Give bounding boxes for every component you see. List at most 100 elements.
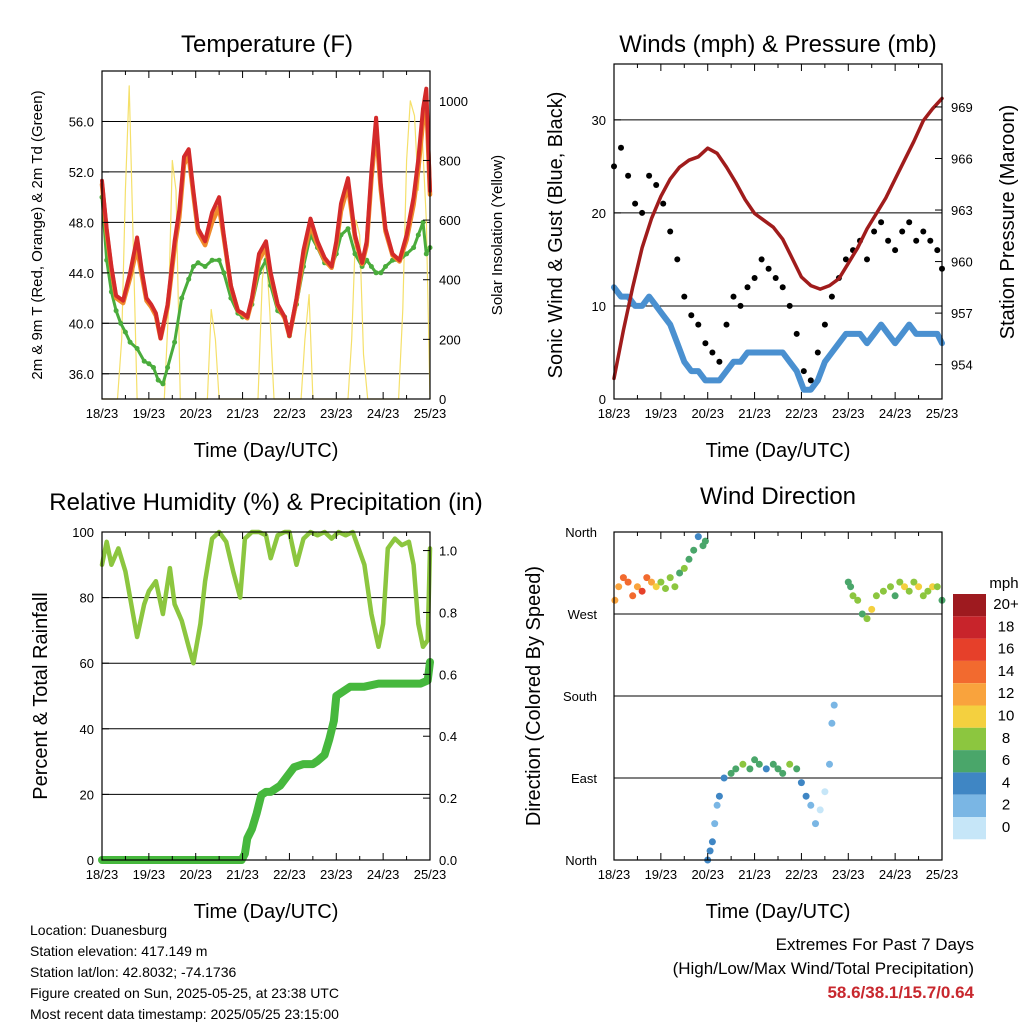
y2-tick-label: 957 bbox=[951, 306, 973, 321]
x-tick-label: 19/23 bbox=[645, 867, 678, 882]
wind-direction-point bbox=[786, 760, 794, 768]
colorbar-swatch bbox=[953, 683, 986, 706]
wind-direction-point bbox=[802, 792, 810, 800]
wind-direction-point bbox=[685, 555, 693, 563]
wind-direction-point bbox=[915, 583, 923, 591]
wind-direction-point bbox=[755, 760, 763, 768]
colorbar-swatch bbox=[953, 772, 986, 795]
x-tick-label: 23/23 bbox=[320, 867, 353, 882]
wind-direction-point bbox=[919, 592, 927, 600]
colorbar-label: 16 bbox=[998, 641, 1015, 658]
y2-tick-label: 400 bbox=[439, 273, 461, 288]
wind-direction-point bbox=[901, 583, 908, 591]
colorbar-label: 2 bbox=[1002, 797, 1010, 814]
gust-point bbox=[913, 237, 920, 244]
wind-direction-point bbox=[858, 610, 866, 618]
y-tick-label: 0 bbox=[599, 392, 606, 407]
x-tick-label: 25/23 bbox=[414, 867, 447, 882]
wind-direction-point bbox=[812, 820, 819, 828]
gust-point bbox=[807, 377, 814, 384]
gust-point bbox=[744, 284, 751, 291]
y-tick-label: North bbox=[565, 525, 597, 540]
wind-direction-point bbox=[720, 774, 728, 782]
y2-tick-label: 969 bbox=[951, 100, 973, 115]
wind-direction-point bbox=[701, 537, 709, 545]
x-tick-label: 19/23 bbox=[133, 867, 166, 882]
y2-tick-label: 0.2 bbox=[439, 791, 457, 806]
x-tick-label: 25/23 bbox=[926, 867, 959, 882]
x-tick-label: 20/23 bbox=[179, 867, 212, 882]
wind-direction-ylabel: Direction (Colored By Speed) bbox=[523, 566, 545, 826]
x-tick-label: 25/23 bbox=[414, 406, 447, 421]
colorbar-label: 6 bbox=[1002, 752, 1010, 769]
wind-direction-point bbox=[933, 583, 941, 591]
wind-direction-point bbox=[774, 765, 782, 773]
latlon-text: Station lat/lon: 42.8032; -74.1736 bbox=[30, 964, 237, 980]
wind-direction-point bbox=[711, 820, 719, 828]
x-tick-label: 18/23 bbox=[86, 406, 119, 421]
y2-tick-label: 954 bbox=[951, 358, 973, 373]
wind-direction-point bbox=[746, 765, 754, 773]
wind-direction-point bbox=[863, 615, 871, 623]
wind-direction-point bbox=[624, 578, 632, 586]
y-tick-label: North bbox=[565, 853, 597, 868]
extremes-box: Extremes For Past 7 Days (High/Low/Max W… bbox=[673, 933, 974, 1005]
y-tick-label: 100 bbox=[72, 525, 94, 540]
gust-point bbox=[786, 302, 793, 309]
wind-direction-point bbox=[638, 587, 646, 595]
temperature-xlabel: Time (Day/UTC) bbox=[194, 440, 339, 462]
dewpoint-point bbox=[155, 377, 161, 383]
y-tick-label: West bbox=[568, 607, 598, 622]
y2-tick-label: 0 bbox=[439, 392, 446, 407]
dewpoint-point bbox=[151, 365, 156, 370]
gust-point bbox=[660, 200, 667, 207]
colorbar-label: 4 bbox=[1002, 774, 1010, 791]
wind-direction-point bbox=[797, 779, 805, 787]
colorbar-label: 18 bbox=[998, 618, 1015, 635]
temperature-y2label: Solar Insolation (Yellow) bbox=[489, 155, 506, 315]
gust-point bbox=[906, 219, 913, 226]
wind-direction-point bbox=[762, 765, 770, 773]
colorbar-swatch bbox=[953, 727, 986, 751]
y-tick-label: 0 bbox=[87, 853, 94, 868]
x-tick-label: 23/23 bbox=[832, 867, 865, 882]
gust-point bbox=[751, 275, 758, 281]
wind-direction-point bbox=[611, 596, 619, 604]
gust-point bbox=[667, 228, 674, 235]
colorbar-swatch bbox=[953, 750, 986, 773]
x-tick-label: 20/23 bbox=[691, 867, 724, 882]
dewpoint-point bbox=[378, 270, 384, 276]
x-tick-label: 18/23 bbox=[598, 406, 631, 421]
x-tick-label: 22/23 bbox=[785, 406, 818, 421]
gust-point bbox=[765, 265, 772, 272]
y-tick-label: 80 bbox=[80, 591, 94, 606]
rh-title: Relative Humidity (%) & Precipitation (i… bbox=[49, 489, 482, 516]
x-tick-label: 18/23 bbox=[598, 867, 631, 882]
dewpoint-point bbox=[415, 232, 421, 238]
gust-point bbox=[842, 256, 849, 263]
y2-tick-label: 966 bbox=[951, 151, 973, 166]
wind-direction-point bbox=[671, 583, 679, 591]
rh-panel: Relative Humidity (%) & Precipitation (i… bbox=[30, 489, 483, 923]
wind-direction-point bbox=[708, 838, 716, 846]
gust-point bbox=[814, 349, 821, 356]
colorbar-swatch bbox=[953, 705, 986, 728]
y2-tick-label: 960 bbox=[951, 255, 973, 270]
y-tick-label: 40 bbox=[80, 722, 94, 737]
winds-title: Winds (mph) & Pressure (mb) bbox=[619, 31, 936, 58]
x-tick-label: 24/23 bbox=[367, 406, 400, 421]
x-tick-label: 22/23 bbox=[273, 867, 306, 882]
wind-direction-point bbox=[690, 546, 698, 554]
gust-point bbox=[828, 293, 835, 300]
colorbar-swatch bbox=[953, 660, 986, 684]
y-tick-label: 60 bbox=[80, 656, 94, 671]
location-text: Location: Duanesburg bbox=[30, 922, 167, 938]
gust-point bbox=[793, 330, 800, 337]
wind-direction-point bbox=[629, 592, 637, 600]
temp-2m-line bbox=[100, 86, 432, 341]
dewpoint-point bbox=[179, 295, 185, 301]
gust-point bbox=[772, 275, 779, 281]
x-tick-label: 23/23 bbox=[832, 406, 865, 421]
gust-point bbox=[878, 219, 885, 226]
